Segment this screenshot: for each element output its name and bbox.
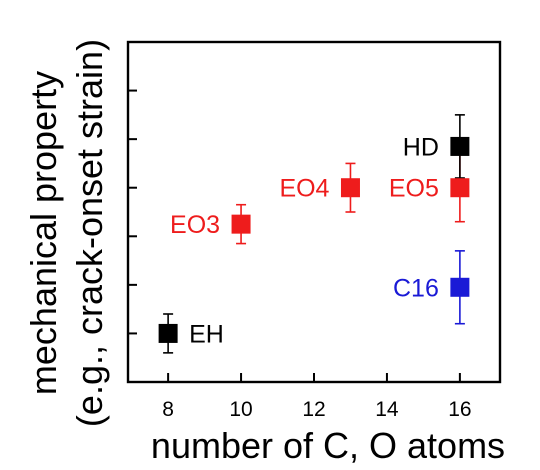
data-point-eo4 bbox=[340, 178, 360, 198]
x-axis-label: number of C, O atoms bbox=[151, 425, 505, 466]
point-label-c16: C16 bbox=[393, 274, 439, 302]
point-label-eo4: EO4 bbox=[279, 175, 329, 203]
ticks: 8 10 12 14 16 bbox=[128, 89, 472, 421]
point-label-hd: HD bbox=[403, 133, 439, 161]
point-label-eh: EH bbox=[189, 320, 224, 348]
y-axis-label-line2: (e.g., crack-onset strain) bbox=[69, 39, 110, 427]
data-point-eh bbox=[158, 323, 178, 343]
point-label-eo3: EO3 bbox=[170, 211, 220, 239]
point-label-eo5: EO5 bbox=[389, 175, 439, 203]
data-point-eo5 bbox=[450, 178, 470, 198]
x-tick-label: 10 bbox=[229, 398, 252, 421]
data-point-hd bbox=[450, 136, 470, 156]
x-tick-label: 16 bbox=[448, 398, 471, 421]
data-point-c16 bbox=[450, 277, 470, 297]
y-axis-label: mechanical property bbox=[23, 71, 64, 395]
point-labels: EH EO3 EO4 EO5 HD C16 bbox=[170, 133, 439, 348]
x-tick-label: 12 bbox=[302, 398, 325, 421]
data-points bbox=[158, 136, 470, 343]
x-tick-label: 8 bbox=[162, 398, 174, 421]
x-tick-label: 14 bbox=[375, 398, 399, 421]
data-point-eo3 bbox=[231, 214, 251, 234]
